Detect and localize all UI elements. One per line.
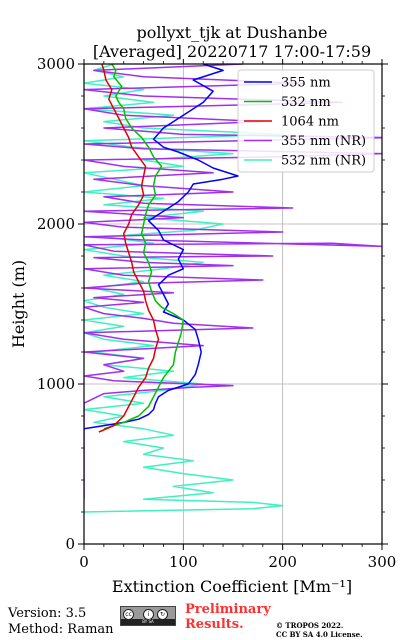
series-line-355-nm xyxy=(84,64,239,430)
method-text: Method: Raman xyxy=(8,622,114,637)
copyright-line-1: © TROPOS 2022. xyxy=(276,621,344,630)
y-tick-label: 3000 xyxy=(37,55,75,73)
series-line-532-nm-nr xyxy=(84,64,284,513)
y-tick-label: 0 xyxy=(65,535,75,553)
cc-badge-label: BY SA xyxy=(121,619,175,625)
legend: 355 nm 532 nm 1064 nm 355 nm (NR) 532 nm (NR… xyxy=(237,69,375,173)
legend-label: 355 nm (NR) xyxy=(281,134,366,149)
x-tick-label: 300 xyxy=(368,553,397,571)
plot-frame xyxy=(83,63,383,545)
y-tick-label: 1000 xyxy=(37,375,75,393)
chart-subtitle: [Averaged] 20220717 17:00-17:59 xyxy=(93,42,371,61)
chart-title: pollyxt_tjk at Dushanbe xyxy=(136,23,327,42)
legend-label: 532 nm xyxy=(281,95,331,110)
series-line-532-nm xyxy=(103,64,185,430)
x-axis-label: Extinction Coefficient [Mm⁻¹] xyxy=(112,577,352,596)
x-tick-label: 0 xyxy=(79,553,89,571)
copyright-line-2: CC BY SA 4.0 License. xyxy=(276,630,363,639)
preliminary-line-1: Preliminary xyxy=(185,602,271,617)
series-layer xyxy=(84,64,382,513)
cc-license-badge[interactable]: cc i ↻ BY SA xyxy=(120,606,176,626)
series-line-1064-nm xyxy=(98,64,160,433)
version-text: Version: 3.5 xyxy=(8,606,87,621)
legend-label: 532 nm (NR) xyxy=(281,154,366,169)
preliminary-note: Preliminary Results. xyxy=(185,602,271,632)
legend-label: 355 nm xyxy=(281,76,331,91)
copyright-note: © TROPOS 2022. CC BY SA 4.0 License. xyxy=(276,621,363,639)
legend-box xyxy=(237,69,375,173)
chart: pollyxt_tjk at Dushanbe [Averaged] 20220… xyxy=(9,23,397,596)
preliminary-line-2: Results. xyxy=(185,617,244,632)
legend-label: 1064 nm xyxy=(281,115,339,130)
y-axis-label: Height (m) xyxy=(9,260,28,348)
y-tick-label: 2000 xyxy=(37,215,75,233)
x-tick-label: 200 xyxy=(268,553,297,571)
series-line-355-nm-nr xyxy=(84,64,382,500)
x-tick-label: 100 xyxy=(169,553,198,571)
